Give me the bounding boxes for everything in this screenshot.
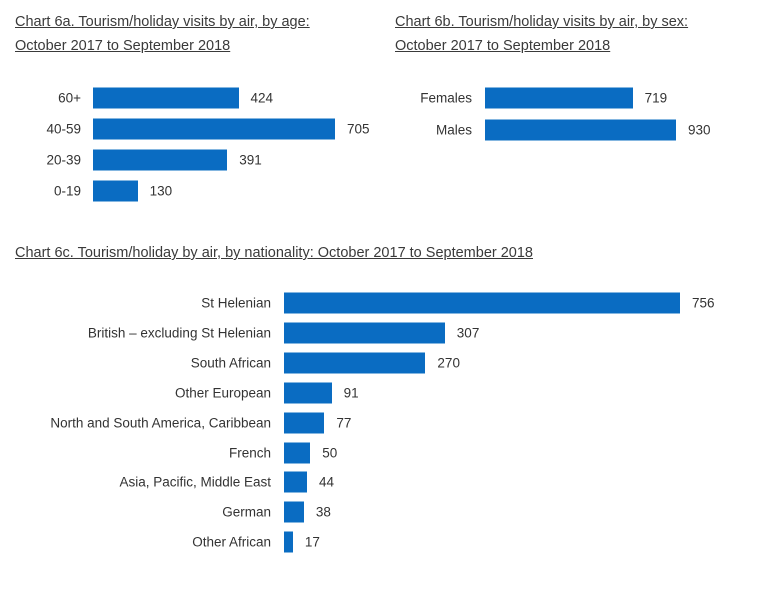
- value-label: 307: [456, 325, 480, 341]
- value-label: 17: [304, 534, 320, 550]
- chart-6c-title-line1: Chart 6c. Tourism/holiday by air, by nat…: [15, 245, 533, 261]
- value-label: 424: [250, 90, 274, 106]
- chart-6b-title-line2: October 2017 to September 2018: [395, 38, 611, 54]
- chart-6a-title: Chart 6a. Tourism/holiday visits by air,…: [15, 10, 375, 58]
- value-label: 756: [692, 295, 715, 311]
- chart-6a-title-line2: October 2017 to September 2018: [15, 38, 231, 54]
- bar: [284, 531, 293, 553]
- category-label: Females: [420, 90, 472, 106]
- category-label: Males: [435, 122, 472, 137]
- value-label: 130: [149, 183, 173, 199]
- category-label: St Helenian: [201, 295, 271, 311]
- category-label: Asia, Pacific, Middle East: [119, 474, 271, 490]
- value-label: 719: [644, 90, 668, 106]
- category-label: French: [228, 445, 271, 460]
- category-label: 60+: [58, 90, 81, 106]
- value-label: 77: [336, 415, 352, 431]
- category-label: Other European: [174, 385, 271, 401]
- bar: [485, 119, 676, 140]
- bar: [284, 382, 332, 404]
- value-label: 930: [688, 122, 711, 137]
- chart-6a-title-line1: Chart 6a. Tourism/holiday visits by air,…: [15, 14, 310, 30]
- category-label: 40-59: [46, 121, 81, 137]
- category-label: British – excluding St Helenian: [87, 325, 271, 341]
- bar: [284, 501, 304, 523]
- bar: [93, 118, 335, 140]
- category-label: 20-39: [46, 152, 81, 168]
- value-label: 38: [315, 504, 331, 520]
- category-label: Other African: [192, 534, 271, 550]
- chart-6c-title: Chart 6c. Tourism/holiday by air, by nat…: [15, 241, 715, 265]
- value-label: 44: [319, 474, 335, 490]
- bar: [93, 149, 228, 171]
- value-label: 50: [322, 445, 338, 460]
- bar: [284, 471, 308, 493]
- category-label: North and South America, Caribbean: [50, 415, 271, 431]
- value-label: 270: [437, 355, 460, 371]
- bar: [485, 87, 633, 109]
- value-label: 391: [239, 152, 262, 168]
- value-label: 705: [347, 121, 370, 137]
- category-label: German: [222, 504, 271, 520]
- bar: [284, 292, 680, 314]
- category-label: South African: [190, 355, 271, 371]
- bar: [284, 322, 445, 344]
- bar: [284, 442, 311, 463]
- chart-6b-title-line1: Chart 6b. Tourism/holiday visits by air,…: [395, 14, 689, 30]
- bar: [284, 352, 426, 374]
- category-label: 0-19: [53, 183, 81, 199]
- chart-6b-title: Chart 6b. Tourism/holiday visits by air,…: [395, 10, 755, 58]
- bar: [93, 87, 239, 109]
- value-label: 91: [343, 385, 359, 401]
- bar: [284, 412, 325, 434]
- bar: [93, 180, 138, 202]
